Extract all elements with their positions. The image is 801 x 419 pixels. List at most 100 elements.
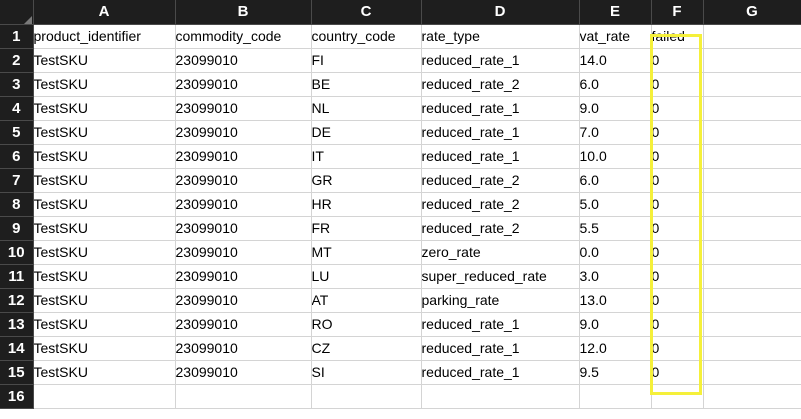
row-header[interactable]: 3: [0, 72, 34, 97]
cell-g8[interactable]: [703, 192, 801, 217]
cell-c13[interactable]: RO: [311, 312, 422, 337]
column-header-d[interactable]: D: [421, 0, 580, 25]
row-header[interactable]: 11: [0, 264, 34, 289]
column-header-c[interactable]: C: [311, 0, 422, 25]
cell-a2[interactable]: TestSKU: [33, 48, 176, 73]
cell-c12[interactable]: AT: [311, 288, 422, 313]
row-header[interactable]: 4: [0, 96, 34, 121]
row-header[interactable]: 6: [0, 144, 34, 169]
row-header[interactable]: 12: [0, 288, 34, 313]
row-header[interactable]: 15: [0, 360, 34, 385]
row-header[interactable]: 1: [0, 24, 34, 49]
column-header-b[interactable]: B: [175, 0, 312, 25]
cell-a15[interactable]: TestSKU: [33, 360, 176, 385]
cell-b11[interactable]: 23099010: [175, 264, 312, 289]
cell-c1[interactable]: country_code: [311, 24, 422, 49]
cell-g2[interactable]: [703, 48, 801, 73]
cell-a6[interactable]: TestSKU: [33, 144, 176, 169]
cell-e13[interactable]: 9.0: [579, 312, 652, 337]
cell-f13[interactable]: 0: [651, 312, 704, 337]
cell-f1[interactable]: failed: [651, 24, 704, 49]
cell-b9[interactable]: 23099010: [175, 216, 312, 241]
cell-b6[interactable]: 23099010: [175, 144, 312, 169]
cell-f6[interactable]: 0: [651, 144, 704, 169]
select-all-corner[interactable]: [0, 0, 34, 25]
cell-e3[interactable]: 6.0: [579, 72, 652, 97]
cell-b4[interactable]: 23099010: [175, 96, 312, 121]
cell-c3[interactable]: BE: [311, 72, 422, 97]
cell-c15[interactable]: SI: [311, 360, 422, 385]
cell-b2[interactable]: 23099010: [175, 48, 312, 73]
cell-e5[interactable]: 7.0: [579, 120, 652, 145]
column-header-a[interactable]: A: [33, 0, 176, 25]
cell-g7[interactable]: [703, 168, 801, 193]
cell-a5[interactable]: TestSKU: [33, 120, 176, 145]
cell-f2[interactable]: 0: [651, 48, 704, 73]
cell-a4[interactable]: TestSKU: [33, 96, 176, 121]
cell-b8[interactable]: 23099010: [175, 192, 312, 217]
cell-f12[interactable]: 0: [651, 288, 704, 313]
cell-a11[interactable]: TestSKU: [33, 264, 176, 289]
cell-f14[interactable]: 0: [651, 336, 704, 361]
cell-b5[interactable]: 23099010: [175, 120, 312, 145]
cell-b1[interactable]: commodity_code: [175, 24, 312, 49]
cell-g10[interactable]: [703, 240, 801, 265]
cell-e12[interactable]: 13.0: [579, 288, 652, 313]
cell-a1[interactable]: product_identifier: [33, 24, 176, 49]
cell-c7[interactable]: GR: [311, 168, 422, 193]
cell-d11[interactable]: super_reduced_rate: [421, 264, 580, 289]
cell-e11[interactable]: 3.0: [579, 264, 652, 289]
cell-e7[interactable]: 6.0: [579, 168, 652, 193]
cell-c16[interactable]: [311, 384, 422, 409]
cell-f11[interactable]: 0: [651, 264, 704, 289]
cell-d8[interactable]: reduced_rate_2: [421, 192, 580, 217]
cell-e4[interactable]: 9.0: [579, 96, 652, 121]
cell-a10[interactable]: TestSKU: [33, 240, 176, 265]
cell-b12[interactable]: 23099010: [175, 288, 312, 313]
cell-g12[interactable]: [703, 288, 801, 313]
cell-f4[interactable]: 0: [651, 96, 704, 121]
cell-f10[interactable]: 0: [651, 240, 704, 265]
cell-e9[interactable]: 5.5: [579, 216, 652, 241]
cell-a9[interactable]: TestSKU: [33, 216, 176, 241]
column-header-f[interactable]: F: [651, 0, 704, 25]
cell-g3[interactable]: [703, 72, 801, 97]
row-header[interactable]: 14: [0, 336, 34, 361]
cell-a8[interactable]: TestSKU: [33, 192, 176, 217]
cell-e15[interactable]: 9.5: [579, 360, 652, 385]
cell-a7[interactable]: TestSKU: [33, 168, 176, 193]
cell-b7[interactable]: 23099010: [175, 168, 312, 193]
cell-c8[interactable]: HR: [311, 192, 422, 217]
cell-d3[interactable]: reduced_rate_2: [421, 72, 580, 97]
row-header[interactable]: 7: [0, 168, 34, 193]
cell-c10[interactable]: MT: [311, 240, 422, 265]
cell-f5[interactable]: 0: [651, 120, 704, 145]
cell-f8[interactable]: 0: [651, 192, 704, 217]
cell-c4[interactable]: NL: [311, 96, 422, 121]
cell-c11[interactable]: LU: [311, 264, 422, 289]
cell-b10[interactable]: 23099010: [175, 240, 312, 265]
row-header[interactable]: 2: [0, 48, 34, 73]
cell-c6[interactable]: IT: [311, 144, 422, 169]
cell-c2[interactable]: FI: [311, 48, 422, 73]
cell-b14[interactable]: 23099010: [175, 336, 312, 361]
row-header[interactable]: 8: [0, 192, 34, 217]
row-header[interactable]: 9: [0, 216, 34, 241]
row-header[interactable]: 13: [0, 312, 34, 337]
cell-b16[interactable]: [175, 384, 312, 409]
cell-e14[interactable]: 12.0: [579, 336, 652, 361]
row-header[interactable]: 5: [0, 120, 34, 145]
cell-f7[interactable]: 0: [651, 168, 704, 193]
cell-a13[interactable]: TestSKU: [33, 312, 176, 337]
column-header-e[interactable]: E: [579, 0, 652, 25]
cell-g11[interactable]: [703, 264, 801, 289]
cell-c9[interactable]: FR: [311, 216, 422, 241]
cell-e6[interactable]: 10.0: [579, 144, 652, 169]
row-header[interactable]: 10: [0, 240, 34, 265]
cell-g14[interactable]: [703, 336, 801, 361]
cell-a12[interactable]: TestSKU: [33, 288, 176, 313]
cell-c14[interactable]: CZ: [311, 336, 422, 361]
cell-d14[interactable]: reduced_rate_1: [421, 336, 580, 361]
cell-g13[interactable]: [703, 312, 801, 337]
cell-c5[interactable]: DE: [311, 120, 422, 145]
